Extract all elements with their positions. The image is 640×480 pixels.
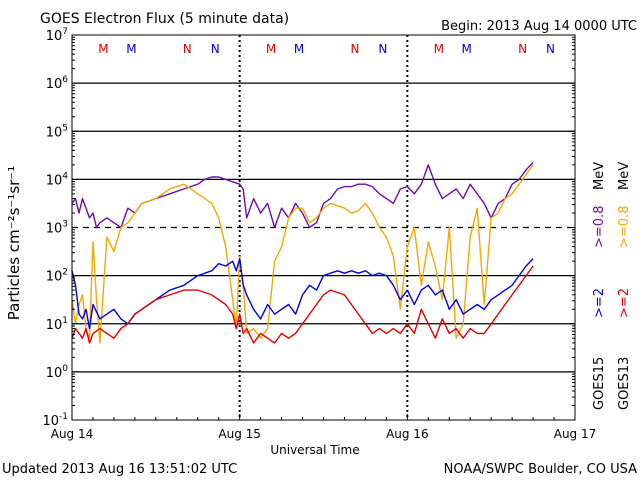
updated-label: Updated 2013 Aug 16 13:51:02 UTC (2, 462, 237, 477)
y-tick-label: 101 (46, 316, 68, 333)
mn-marker-label: N (518, 42, 527, 56)
y-tick-label: 100 (46, 364, 69, 381)
series-group (71, 162, 534, 344)
x-tick-label: Aug 17 (554, 427, 597, 441)
legend-goes15: GOES15 (592, 357, 607, 410)
legend-purple-label: >=0.8 (592, 206, 607, 248)
y-tick-label: 105 (46, 123, 68, 140)
begin-label: Begin: 2013 Aug 14 0000 UTC (441, 19, 637, 34)
series-line-1 (71, 164, 534, 344)
y-tick-label: 107 (46, 27, 68, 44)
mn-marker-label: M (462, 42, 472, 56)
mn-marker-label: N (378, 42, 387, 56)
legend-blue-label: >=2 (592, 288, 607, 318)
x-axis-label: Universal Time (270, 443, 359, 457)
y-tick-label: 103 (46, 220, 68, 237)
day-markers (238, 35, 409, 420)
chart-title: GOES Electron Flux (5 minute data) (40, 11, 289, 27)
legend-goes13: GOES13 (617, 357, 632, 410)
x-tick-label: Aug 15 (218, 427, 261, 441)
credit-label: NOAA/SWPC Boulder, CO USA (444, 462, 637, 477)
grid-lines (72, 82, 575, 373)
y-axis-ticks: 107 106 105 104 103 102 101 100 10-1 (42, 27, 575, 429)
mn-marker-label: M (98, 42, 108, 56)
legend-orange-label: >=0.8 (617, 206, 632, 248)
series-line-3 (71, 265, 534, 344)
mn-marker-label: M (266, 42, 276, 56)
mn-marker-label: M (126, 42, 136, 56)
legend-red-label: >=2 (617, 288, 632, 318)
mn-marker-label: N (211, 42, 220, 56)
legend-mev-1: MeV (592, 162, 607, 190)
legend-mev-2: MeV (617, 162, 632, 190)
mn-marker-label: N (350, 42, 359, 56)
legend: GOES15 GOES13 >=2 >=2 >=0.8 >=0.8 MeV Me… (592, 162, 632, 410)
x-axis-ticks: Aug 14 Aug 15 Aug 16 Aug 17 (51, 414, 597, 441)
y-tick-label: 104 (46, 171, 69, 188)
y-tick-label: 106 (46, 75, 69, 92)
mn-marker-label: M (294, 42, 304, 56)
y-tick-label: 102 (46, 268, 68, 285)
x-tick-label: Aug 14 (51, 427, 94, 441)
y-tick-label: 10-1 (42, 412, 68, 429)
mn-marker-label: M (434, 42, 444, 56)
x-tick-label: Aug 16 (386, 427, 429, 441)
mn-marker-label: N (183, 42, 192, 56)
y-axis-label: Particles cm⁻²s⁻¹sr⁻¹ (5, 166, 23, 320)
mn-marker-label: N (546, 42, 555, 56)
